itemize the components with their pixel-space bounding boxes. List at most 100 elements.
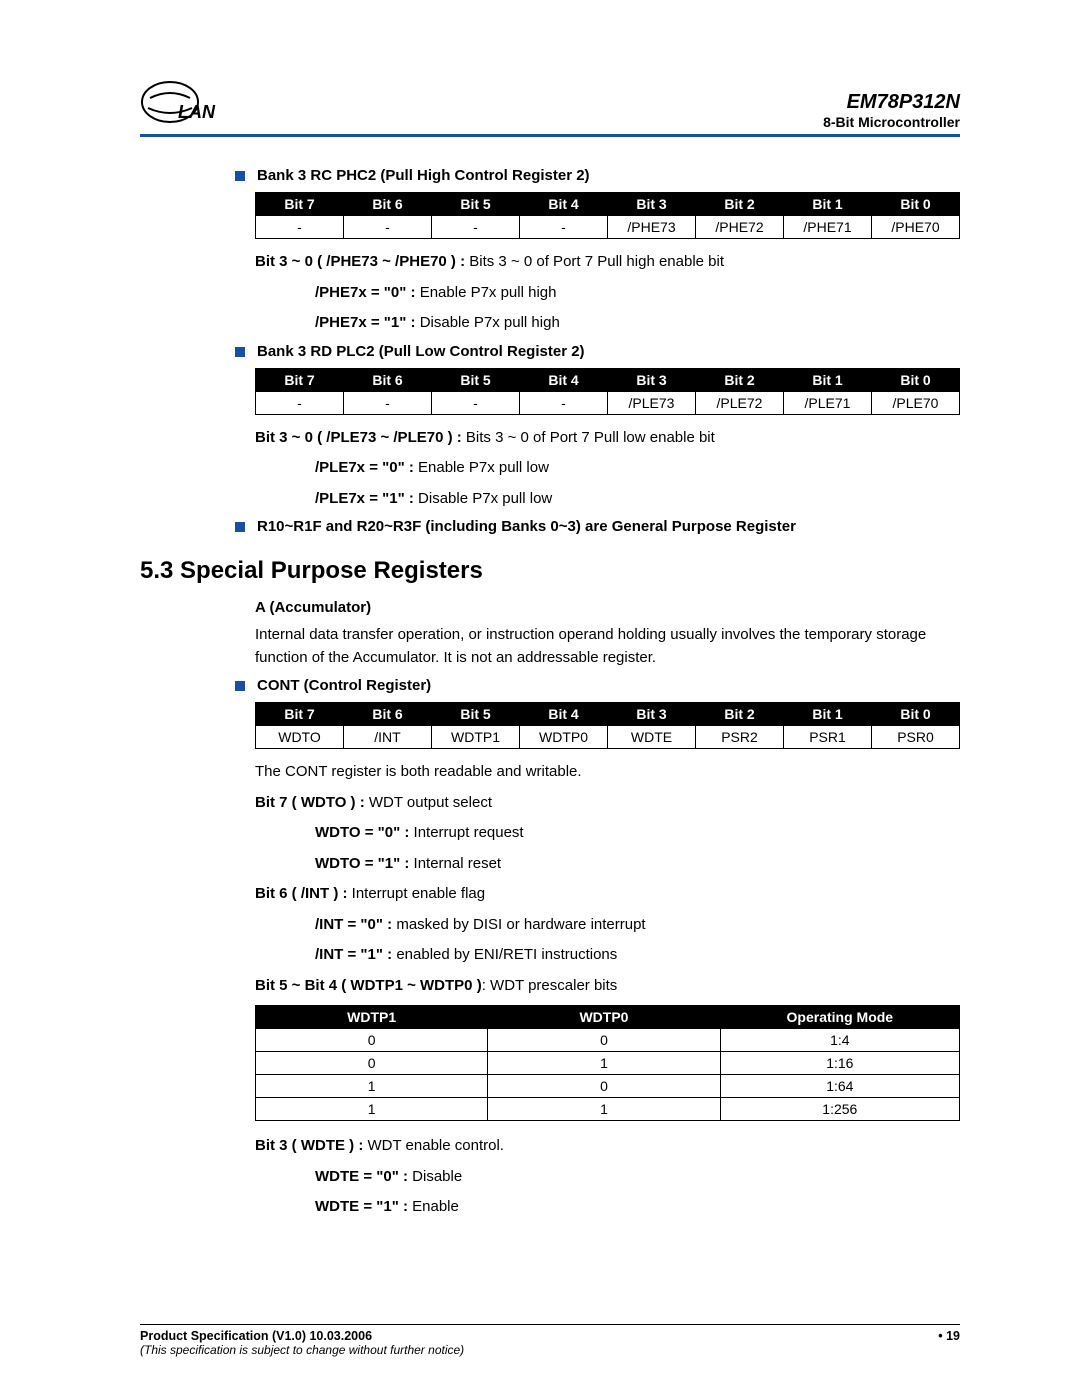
td: - [432, 216, 520, 239]
section-heading: 5.3 Special Purpose Registers [140, 557, 960, 585]
bit6-0: /INT = "0" : masked by DISI or hardware … [315, 914, 960, 937]
td: 0 [256, 1052, 488, 1075]
th: Bit 7 [256, 703, 344, 726]
th: Bit 1 [784, 368, 872, 391]
td: PSR2 [696, 726, 784, 749]
td: PSR1 [784, 726, 872, 749]
cont-title: CONT (Control Register) [257, 677, 431, 694]
bit6-1: /INT = "1" : enabled by ENI/RETI instruc… [315, 944, 960, 967]
bullet-icon [235, 347, 245, 357]
th: Bit 4 [520, 368, 608, 391]
footer-left: Product Specification (V1.0) 10.03.2006 [140, 1329, 372, 1343]
bit3: Bit 3 ( WDTE ) : WDT enable control. [255, 1135, 960, 1158]
svg-text:LAN: LAN [178, 102, 216, 122]
th: WDTP0 [488, 1006, 720, 1029]
td: - [256, 391, 344, 414]
cont-note: The CONT register is both readable and w… [255, 761, 960, 784]
td: 1:4 [720, 1029, 959, 1052]
td: /PLE72 [696, 391, 784, 414]
phc2-title: Bank 3 RC PHC2 (Pull High Control Regist… [257, 167, 590, 184]
gpr-title: R10~R1F and R20~R3F (including Banks 0~3… [257, 518, 796, 535]
th: Bit 0 [872, 703, 960, 726]
td: 0 [488, 1075, 720, 1098]
td: - [520, 391, 608, 414]
td: /PLE71 [784, 391, 872, 414]
th: Operating Mode [720, 1006, 959, 1029]
phc2-desc: Bit 3 ~ 0 ( /PHE73 ~ /PHE70 ) : Bits 3 ~… [255, 251, 960, 274]
th: Bit 7 [256, 368, 344, 391]
bit54: Bit 5 ~ Bit 4 ( WDTP1 ~ WDTP0 ): WDT pre… [255, 975, 960, 998]
th: Bit 2 [696, 703, 784, 726]
bullet-icon [235, 522, 245, 532]
td: WDTO [256, 726, 344, 749]
page-footer: Product Specification (V1.0) 10.03.2006 … [140, 1324, 960, 1357]
th: Bit 6 [344, 368, 432, 391]
td: /PHE70 [872, 216, 960, 239]
td: - [520, 216, 608, 239]
bullet-icon [235, 681, 245, 691]
td: 1:16 [720, 1052, 959, 1075]
th: Bit 0 [872, 193, 960, 216]
bullet-phc2: Bank 3 RC PHC2 (Pull High Control Regist… [235, 167, 960, 184]
product-name: EM78P312N [823, 91, 960, 114]
th: Bit 3 [608, 368, 696, 391]
bit7: Bit 7 ( WDTO ) : WDT output select [255, 792, 960, 815]
td: WDTP1 [432, 726, 520, 749]
th: Bit 0 [872, 368, 960, 391]
bit3-1: WDTE = "1" : Enable [315, 1196, 960, 1219]
plc2-title: Bank 3 RD PLC2 (Pull Low Control Registe… [257, 343, 585, 360]
th: Bit 5 [432, 703, 520, 726]
td: WDTP0 [520, 726, 608, 749]
td: /PHE73 [608, 216, 696, 239]
th: Bit 4 [520, 703, 608, 726]
th: Bit 1 [784, 703, 872, 726]
phc2-table: Bit 7 Bit 6 Bit 5 Bit 4 Bit 3 Bit 2 Bit … [255, 192, 960, 239]
cont-table: Bit 7 Bit 6 Bit 5 Bit 4 Bit 3 Bit 2 Bit … [255, 702, 960, 749]
mode-table: WDTP1 WDTP0 Operating Mode 001:4 011:16 … [255, 1005, 960, 1121]
td: 1 [488, 1098, 720, 1121]
th: Bit 2 [696, 368, 784, 391]
td: /PHE71 [784, 216, 872, 239]
ple1: /PLE7x = "1" : Disable P7x pull low [315, 488, 960, 511]
td: 1 [256, 1075, 488, 1098]
ple0: /PLE7x = "0" : Enable P7x pull low [315, 457, 960, 480]
td: WDTE [608, 726, 696, 749]
td: PSR0 [872, 726, 960, 749]
plc2-table: Bit 7 Bit 6 Bit 5 Bit 4 Bit 3 Bit 2 Bit … [255, 368, 960, 415]
bullet-gpr: R10~R1F and R20~R3F (including Banks 0~3… [235, 518, 960, 535]
th: WDTP1 [256, 1006, 488, 1029]
td: /PHE72 [696, 216, 784, 239]
th: Bit 5 [432, 368, 520, 391]
th: Bit 2 [696, 193, 784, 216]
td: - [344, 391, 432, 414]
bit3-0: WDTE = "0" : Disable [315, 1166, 960, 1189]
page-header: LAN EM78P312N 8-Bit Microcontroller [140, 80, 960, 137]
plc2-desc: Bit 3 ~ 0 ( /PLE73 ~ /PLE70 ) : Bits 3 ~… [255, 427, 960, 450]
bullet-icon [235, 171, 245, 181]
th: Bit 3 [608, 703, 696, 726]
bit7-0: WDTO = "0" : Interrupt request [315, 822, 960, 845]
th: Bit 4 [520, 193, 608, 216]
bit6: Bit 6 ( /INT ) : Interrupt enable flag [255, 883, 960, 906]
td: /INT [344, 726, 432, 749]
td: 0 [488, 1029, 720, 1052]
td: /PLE73 [608, 391, 696, 414]
th: Bit 1 [784, 193, 872, 216]
th: Bit 5 [432, 193, 520, 216]
td: - [256, 216, 344, 239]
bullet-plc2: Bank 3 RD PLC2 (Pull Low Control Registe… [235, 343, 960, 360]
td: - [432, 391, 520, 414]
th: Bit 6 [344, 703, 432, 726]
footer-note: (This specification is subject to change… [140, 1343, 960, 1357]
th: Bit 6 [344, 193, 432, 216]
elan-logo: LAN [140, 80, 230, 130]
td: 1 [488, 1052, 720, 1075]
td: 1:64 [720, 1075, 959, 1098]
phe1: /PHE7x = "1" : Disable P7x pull high [315, 312, 960, 335]
td: - [344, 216, 432, 239]
footer-right: • 19 [938, 1329, 960, 1343]
header-right: EM78P312N 8-Bit Microcontroller [823, 91, 960, 130]
td: 1 [256, 1098, 488, 1121]
td: /PLE70 [872, 391, 960, 414]
th: Bit 7 [256, 193, 344, 216]
